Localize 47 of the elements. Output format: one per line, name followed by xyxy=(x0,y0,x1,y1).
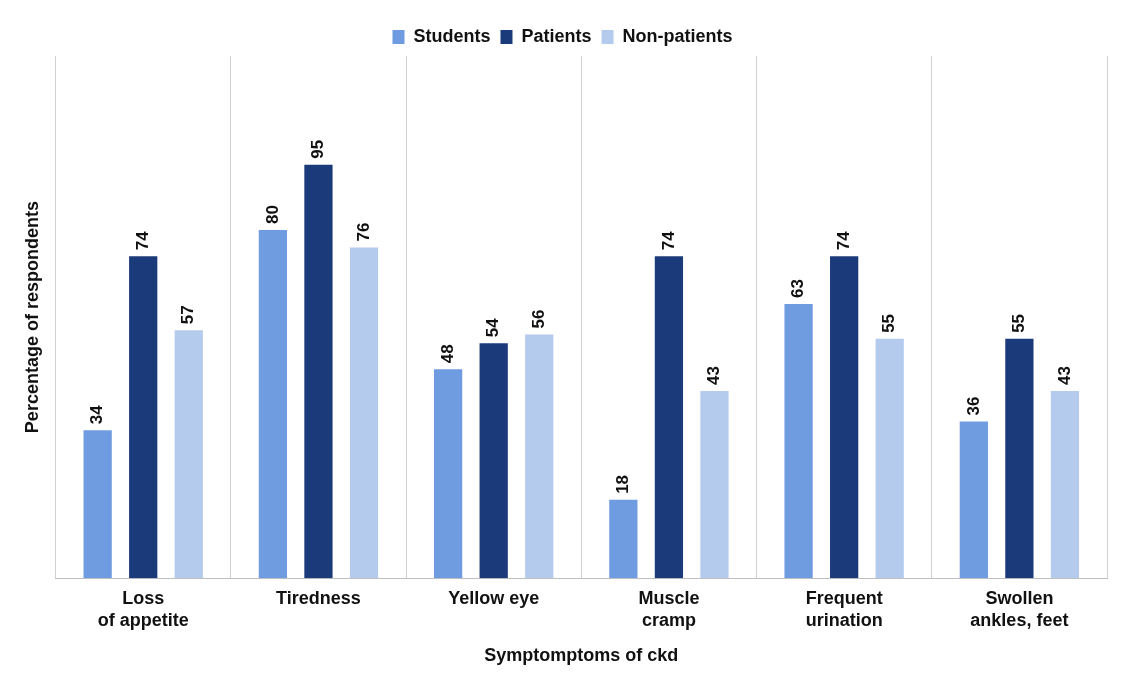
bar xyxy=(609,499,638,579)
x-tick-label: Muscle cramp xyxy=(638,587,700,630)
legend-label: Non-patients xyxy=(622,25,733,46)
data-label: 34 xyxy=(87,404,107,425)
bar xyxy=(1005,338,1034,579)
data-label: 76 xyxy=(353,222,373,242)
data-label: 43 xyxy=(1054,366,1074,386)
bar xyxy=(525,334,554,579)
bar xyxy=(304,164,333,579)
bar xyxy=(784,304,813,579)
data-label: 63 xyxy=(788,279,808,299)
data-label: 74 xyxy=(833,230,853,251)
data-label: 43 xyxy=(704,366,724,386)
bar xyxy=(830,256,859,579)
bar xyxy=(479,343,508,579)
bar xyxy=(129,256,158,579)
data-label: 36 xyxy=(963,396,983,416)
data-label: 48 xyxy=(437,344,457,364)
data-label: 18 xyxy=(613,474,633,494)
data-label: 54 xyxy=(483,317,503,338)
bar xyxy=(654,256,684,579)
legend-label: Patients xyxy=(521,25,592,46)
bar xyxy=(875,338,904,579)
x-axis-title: Symptomptoms of ckd xyxy=(484,645,679,666)
x-tick-label: Loss of appetite xyxy=(97,587,189,630)
bar xyxy=(83,430,112,579)
bar xyxy=(959,421,988,579)
bar xyxy=(258,230,288,579)
x-tick-label: Tiredness xyxy=(276,587,361,608)
data-label: 57 xyxy=(178,305,198,325)
x-tick-label: Frequent urination xyxy=(805,587,883,630)
data-label: 74 xyxy=(132,230,152,251)
data-label: 56 xyxy=(528,309,548,329)
data-label: 55 xyxy=(879,313,899,333)
legend-label: Students xyxy=(413,25,491,46)
x-tick-label: Swollen ankles, feet xyxy=(970,587,1069,630)
data-label: 80 xyxy=(262,205,282,225)
bar xyxy=(700,391,729,579)
bar xyxy=(349,247,379,579)
data-label: 95 xyxy=(308,139,328,159)
y-axis-title: Percentage of respondents xyxy=(21,201,42,434)
data-label: 55 xyxy=(1009,313,1029,333)
bar xyxy=(174,330,203,579)
bar xyxy=(1050,391,1080,579)
bar xyxy=(434,369,463,579)
x-tick-label: Yellow eye xyxy=(448,587,540,608)
data-label: 74 xyxy=(658,230,678,251)
